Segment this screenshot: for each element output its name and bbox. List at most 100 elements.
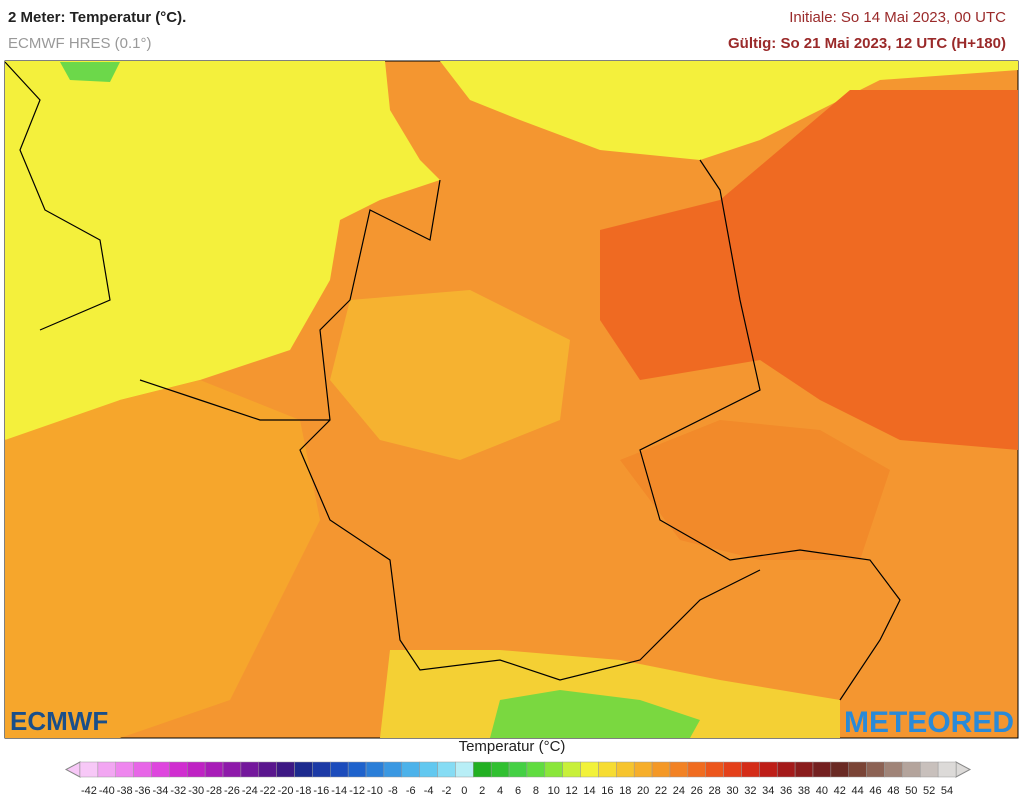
legend-swatch (169, 761, 188, 778)
legend-swatch (455, 761, 474, 778)
legend-swatch (365, 761, 385, 778)
legend-tick-label: -36 (135, 785, 151, 797)
legend-tick-label: 2 (479, 785, 485, 797)
legend-tick-label: -30 (188, 785, 204, 797)
legend-tick-label: -14 (331, 785, 347, 797)
legend-swatch (580, 761, 599, 778)
legend-title: Temperatur (°C) (458, 738, 566, 755)
legend-tick-label: 24 (673, 785, 685, 797)
legend-tick-label: -26 (224, 785, 240, 797)
legend-tick-label: 38 (798, 785, 810, 797)
legend-tick-label: 4 (497, 785, 503, 797)
legend-swatch (884, 761, 903, 778)
legend-swatch (330, 761, 349, 778)
legend-swatch (723, 761, 742, 778)
legend-tick-label: -22 (260, 785, 276, 797)
legend-tick-label: 26 (691, 785, 703, 797)
legend-tick-label: -2 (442, 785, 452, 797)
legend-tick-label: -12 (349, 785, 365, 797)
legend-swatch (651, 761, 671, 778)
legend-swatch (633, 761, 653, 778)
legend-tick-label: 14 (583, 785, 595, 797)
legend-swatch (741, 761, 760, 778)
legend-tick-label: 16 (601, 785, 613, 797)
legend-swatch (562, 761, 581, 778)
legend-arrow-left (64, 761, 81, 778)
legend-tick-label: 32 (744, 785, 756, 797)
legend-swatch (919, 761, 939, 778)
legend-tick-label: 0 (461, 785, 467, 797)
legend-swatch (616, 761, 635, 778)
legend-tick-label: 22 (655, 785, 667, 797)
legend-swatch (759, 761, 778, 778)
legend-swatch (79, 761, 99, 778)
legend-tick-label: 52 (923, 785, 935, 797)
legend-swatch (151, 761, 170, 778)
legend-tick-label: 8 (533, 785, 539, 797)
meteored-logo: METEORED (844, 706, 1014, 739)
legend-swatch (776, 761, 796, 778)
legend-swatch (276, 761, 295, 778)
legend-tick-label: -20 (278, 785, 294, 797)
legend-swatch (794, 761, 814, 778)
legend-swatch (830, 761, 849, 778)
legend-tick-label: 34 (762, 785, 774, 797)
legend-tick-label: -8 (388, 785, 398, 797)
cool-region (5, 61, 440, 440)
warm-region (620, 420, 890, 560)
alpine-region (380, 650, 840, 738)
legend-swatch (187, 761, 206, 778)
legend-tick-label: 36 (780, 785, 792, 797)
legend-tick-label: 28 (709, 785, 721, 797)
cool-patch (60, 62, 120, 82)
legend-tick-label: 42 (834, 785, 846, 797)
legend-tick-label: -42 (81, 785, 97, 797)
legend-swatch (133, 761, 152, 778)
legend-swatch (97, 761, 117, 778)
legend-swatch (294, 761, 313, 778)
legend-swatch (240, 761, 260, 778)
legend-tick-label: -34 (152, 785, 168, 797)
legend-swatch (866, 761, 885, 778)
legend-tick-label: 40 (816, 785, 828, 797)
legend-tick-label: -6 (406, 785, 416, 797)
legend-tick-label: 12 (566, 785, 578, 797)
legend-swatch (473, 761, 492, 778)
legend-tick-label: 30 (726, 785, 738, 797)
legend-swatch (812, 761, 832, 778)
legend-swatch (526, 761, 546, 778)
legend-tick-label: -40 (99, 785, 115, 797)
legend-swatch (508, 761, 528, 778)
valid-time: Gültig: So 21 Mai 2023, 12 UTC (H+180) (727, 35, 1006, 52)
legend-tick-label: 6 (515, 785, 521, 797)
sea-region (440, 61, 1018, 160)
legend-swatch (848, 761, 867, 778)
legend-swatch (902, 761, 921, 778)
legend-swatch (544, 761, 563, 778)
legend-swatch (401, 761, 420, 778)
ecmwf-logo: ECMWF (10, 706, 108, 736)
legend-tick-label: 44 (852, 785, 864, 797)
legend-swatch (115, 761, 134, 778)
legend-tick-label: 50 (905, 785, 917, 797)
legend-tick-label: -28 (206, 785, 222, 797)
legend-swatch (312, 761, 331, 778)
mild-region (330, 290, 570, 460)
alpine-peaks (490, 690, 700, 738)
legend-tick-label: -18 (296, 785, 312, 797)
legend-tick-label: -38 (117, 785, 133, 797)
legend-swatch (598, 761, 617, 778)
legend-tick-label: -32 (170, 785, 186, 797)
legend-tick-label: 48 (887, 785, 899, 797)
legend-swatch (419, 761, 438, 778)
legend-swatch (437, 761, 456, 778)
legend-tick-label: 54 (941, 785, 953, 797)
legend-swatch (383, 761, 403, 778)
legend-tick-label: -4 (424, 785, 434, 797)
legend-tick-label: 18 (619, 785, 631, 797)
color-legend: -42 -40 -38 -36 -34 -32 -30 -28 -26 -24 -22 -20 -18-… (64, 761, 972, 797)
legend-tick-label: -24 (242, 785, 258, 797)
legend-arrow-right (955, 761, 972, 778)
